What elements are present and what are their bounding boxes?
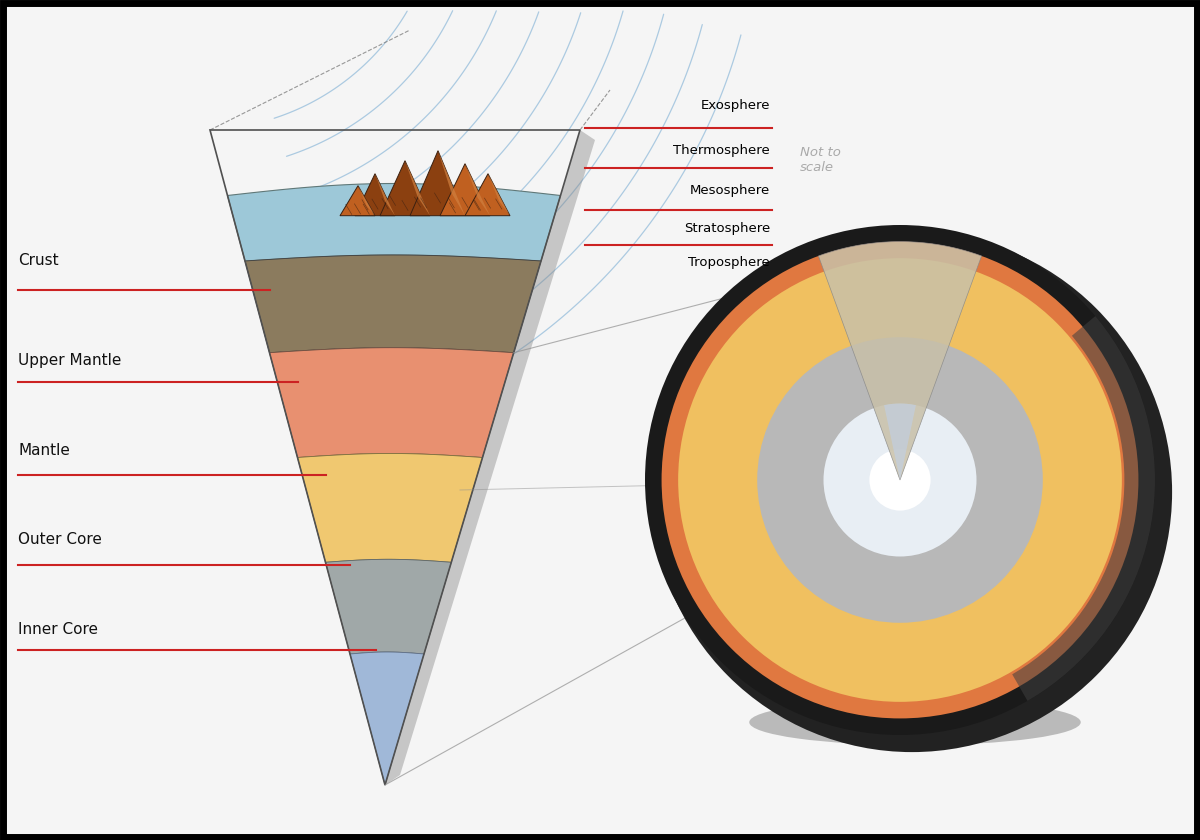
Text: Mantle: Mantle [18,443,70,458]
Circle shape [757,337,1043,622]
Circle shape [646,225,1154,735]
Circle shape [823,403,977,557]
Polygon shape [358,186,376,216]
Text: Mesosphere: Mesosphere [690,183,770,197]
Polygon shape [1012,316,1154,701]
Polygon shape [466,174,510,216]
Polygon shape [228,183,560,261]
Polygon shape [380,160,430,216]
Text: Inner Core: Inner Core [18,622,98,638]
Polygon shape [466,164,490,216]
Circle shape [869,449,931,511]
Polygon shape [488,174,510,216]
Polygon shape [438,150,466,216]
Polygon shape [270,348,514,458]
Polygon shape [325,559,451,654]
Text: Outer Core: Outer Core [18,533,102,548]
Circle shape [652,232,1172,752]
Text: Not to
scale: Not to scale [800,146,841,174]
Text: Exosphere: Exosphere [701,98,770,112]
Polygon shape [340,186,376,216]
Ellipse shape [749,699,1081,745]
Polygon shape [350,652,424,785]
Polygon shape [355,174,395,216]
Polygon shape [298,454,482,562]
Text: Thermosphere: Thermosphere [673,144,770,156]
Text: Stratosphere: Stratosphere [684,222,770,234]
Text: Troposphere: Troposphere [689,255,770,269]
Polygon shape [884,403,916,480]
Polygon shape [245,255,541,353]
Polygon shape [818,242,982,480]
Circle shape [678,258,1122,702]
Text: Upper Mantle: Upper Mantle [18,353,121,368]
Polygon shape [410,150,466,216]
Polygon shape [440,164,490,216]
Polygon shape [385,130,595,785]
Polygon shape [376,174,395,216]
Polygon shape [406,160,430,216]
Text: Crust: Crust [18,253,59,267]
Circle shape [661,242,1139,718]
